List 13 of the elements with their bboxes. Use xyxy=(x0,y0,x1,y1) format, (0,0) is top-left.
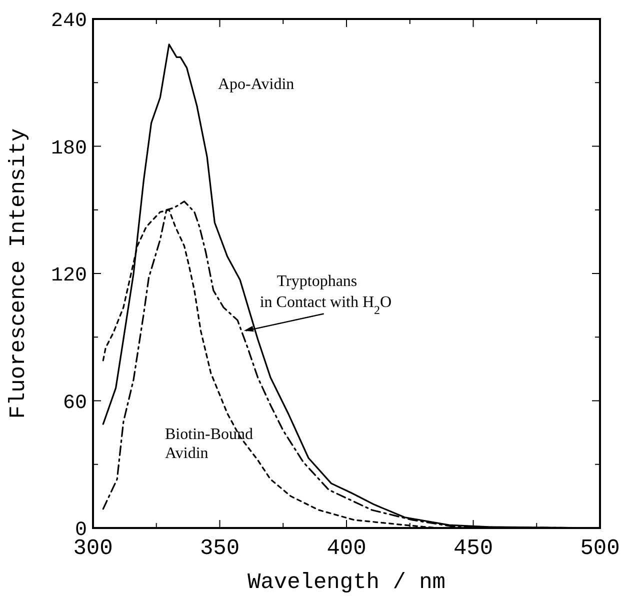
y-tick-label: 120 xyxy=(50,264,87,288)
series-label: Apo-Avidin xyxy=(218,76,294,93)
x-tick-label: 450 xyxy=(453,536,494,561)
y-tick-label: 180 xyxy=(50,137,87,160)
y-axis-title: Fluorescence Intensity xyxy=(6,128,31,419)
annotation: Tryptophans in Contact with H$_{2}$O xyxy=(260,272,392,317)
y-tick-label: 60 xyxy=(62,392,87,415)
x-tick-label: 500 xyxy=(580,536,620,561)
series-label: Biotin-Bound Avidin xyxy=(165,426,254,462)
y-tick-label: 240 xyxy=(50,10,87,33)
x-axis-title: Wavelength / nm xyxy=(247,570,446,595)
x-tick-label: 350 xyxy=(200,536,240,561)
x-tick-label: 400 xyxy=(326,536,366,561)
